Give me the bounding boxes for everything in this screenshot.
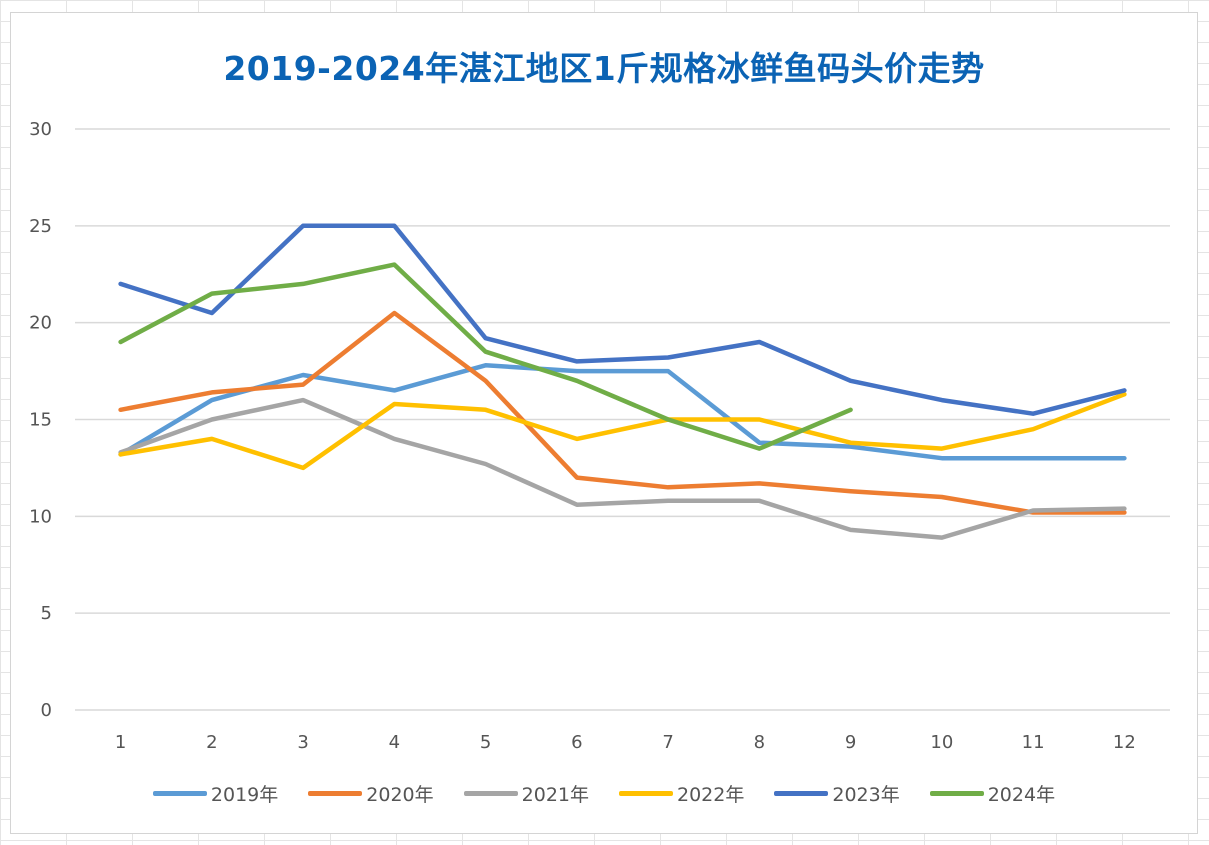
x-tick-label: 10 (930, 732, 953, 753)
series-line-2020年 (118, 310, 1127, 515)
legend-swatch (929, 791, 984, 796)
legend-item[interactable]: 2024年 (929, 780, 1056, 807)
series-line-2021年 (118, 397, 1127, 540)
legend-label: 2023年 (832, 784, 900, 806)
x-tick-label: 7 (662, 732, 673, 753)
series-line-2019年 (118, 363, 1127, 461)
legend-label: 2019年 (210, 784, 279, 806)
legend-item[interactable]: 2022年 (619, 780, 744, 807)
legend-swatch (619, 791, 673, 796)
x-tick-label: 1 (115, 732, 126, 753)
legend-swatch (152, 791, 207, 796)
legend-item[interactable]: 2023年 (774, 780, 900, 807)
x-tick-label: 3 (297, 732, 308, 753)
series-line-2023年 (118, 223, 1127, 416)
legend-swatch (774, 791, 829, 796)
legend-swatch (463, 791, 518, 796)
y-tick-label: 20 (29, 313, 52, 334)
x-tick-label: 11 (1022, 732, 1045, 753)
x-tick-label: 8 (754, 732, 765, 753)
y-tick-label: 5 (41, 603, 52, 624)
y-tick-label: 15 (29, 410, 52, 431)
series-line-2024年 (118, 262, 853, 451)
legend-item[interactable]: 2019年 (152, 780, 279, 807)
x-tick-label: 12 (1113, 732, 1136, 753)
y-tick-label: 0 (41, 700, 52, 721)
legend-label: 2024年 (987, 784, 1056, 806)
x-tick-label: 5 (480, 732, 491, 753)
x-tick-label: 6 (571, 732, 582, 753)
y-tick-label: 10 (29, 506, 52, 527)
legend-label: 2022年 (677, 784, 745, 806)
chart-title: 2019-2024年湛江地区1斤规格冰鲜鱼码头价走势 (223, 49, 985, 88)
x-tick-label: 9 (845, 732, 856, 753)
legend-item[interactable]: 2021年 (463, 780, 589, 807)
y-tick-label: 25 (29, 216, 52, 237)
legend-item[interactable]: 2020年 (308, 780, 434, 807)
y-tick-label: 30 (29, 119, 52, 140)
legend-swatch (308, 791, 363, 796)
x-tick-label: 2 (206, 732, 217, 753)
chart-legend: 2019年 2020年 2021年 2022年 2023年 2024年 (10, 780, 1198, 807)
x-tick-label: 4 (389, 732, 400, 753)
series-line-2022年 (118, 392, 1127, 471)
legend-label: 2020年 (366, 784, 434, 806)
legend-label: 2021年 (521, 784, 589, 806)
